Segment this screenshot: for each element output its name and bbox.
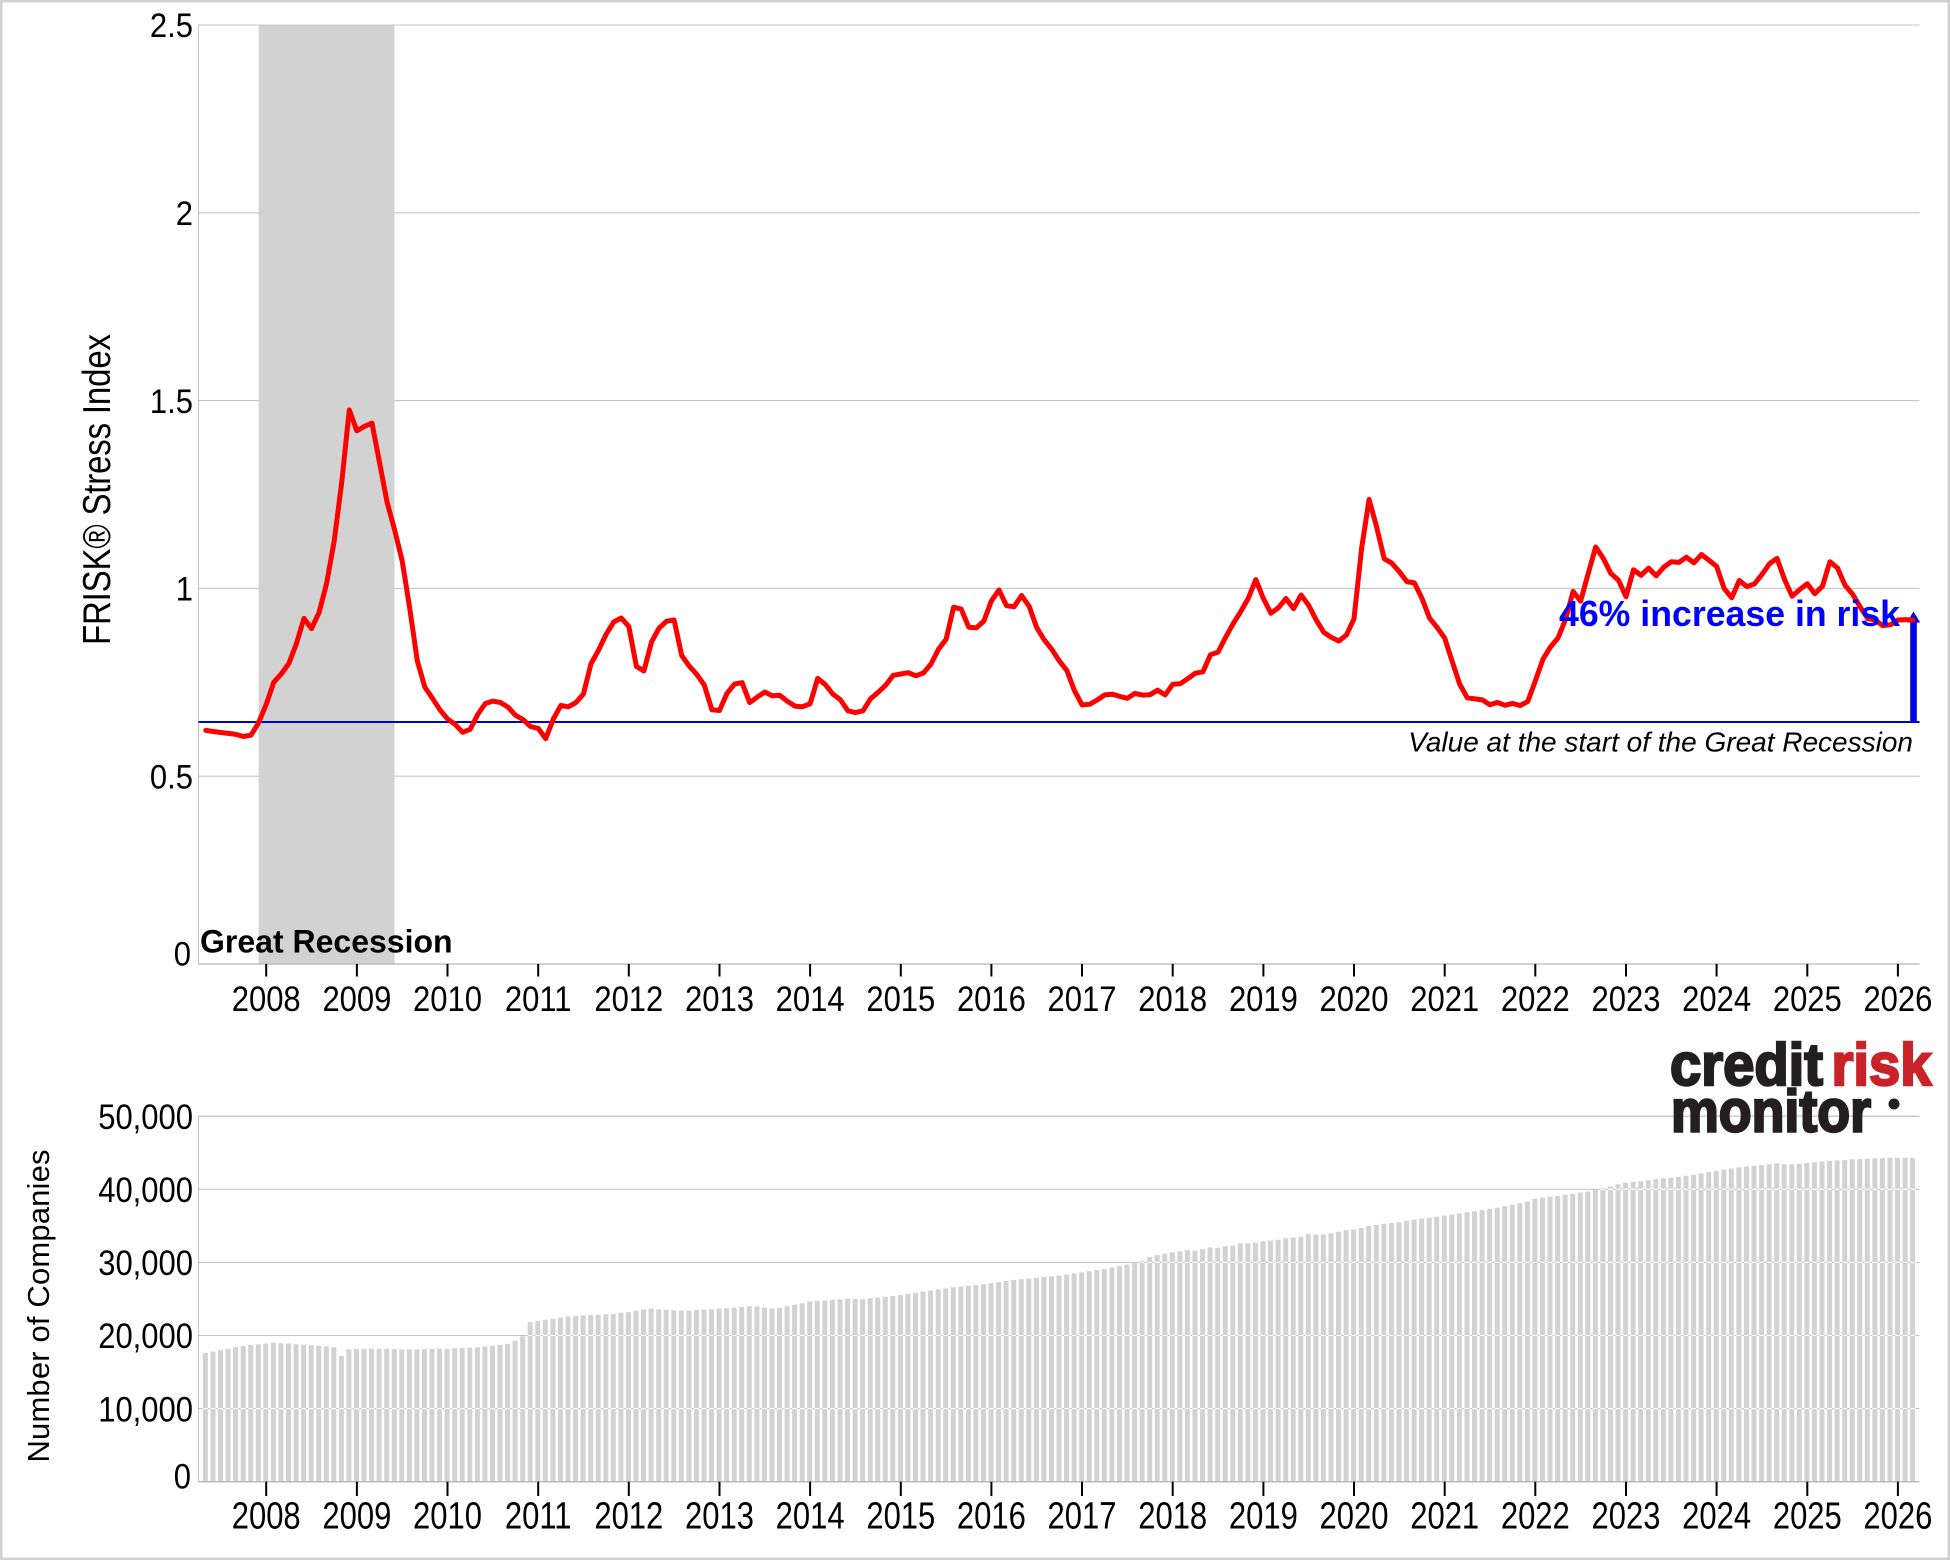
svg-text:2019: 2019 [1229,980,1298,1019]
svg-text:2.5: 2.5 [150,6,193,45]
svg-text:2023: 2023 [1592,980,1661,1019]
svg-text:46% increase in risk: 46% increase in risk [1559,593,1901,634]
svg-text:Number of Companies: Number of Companies [21,1150,56,1463]
svg-text:1: 1 [176,569,193,608]
svg-text:2013: 2013 [685,980,754,1019]
svg-text:2019: 2019 [1229,1494,1298,1537]
svg-text:2008: 2008 [232,1494,301,1537]
svg-text:2023: 2023 [1592,1494,1661,1537]
svg-text:2022: 2022 [1501,980,1570,1019]
svg-text:2021: 2021 [1410,1494,1479,1537]
svg-text:2022: 2022 [1501,1494,1570,1537]
svg-text:50,000: 50,000 [98,1098,193,1137]
svg-text:Great Recession: Great Recession [200,924,453,960]
svg-text:2026: 2026 [1863,980,1932,1019]
svg-text:0.5: 0.5 [150,757,193,796]
svg-text:2012: 2012 [594,980,663,1019]
svg-text:2026: 2026 [1863,1494,1932,1537]
svg-text:2024: 2024 [1682,1494,1751,1537]
svg-text:2012: 2012 [594,1494,663,1537]
svg-text:2021: 2021 [1410,980,1479,1019]
svg-text:2009: 2009 [322,980,391,1019]
svg-text:2025: 2025 [1773,980,1842,1019]
svg-text:0: 0 [174,934,191,973]
svg-text:2010: 2010 [413,1494,482,1537]
svg-text:2015: 2015 [866,1494,935,1537]
svg-text:credit: credit [1670,1033,1823,1099]
svg-text:2014: 2014 [776,1494,845,1537]
svg-text:2018: 2018 [1138,1494,1207,1537]
svg-text:2020: 2020 [1320,980,1389,1019]
svg-text:2011: 2011 [505,1494,572,1537]
svg-text:2020: 2020 [1320,1494,1389,1537]
svg-text:2015: 2015 [866,980,935,1019]
svg-text:2025: 2025 [1773,1494,1842,1537]
svg-text:2024: 2024 [1682,980,1751,1019]
svg-text:2008: 2008 [232,980,301,1019]
svg-text:risk: risk [1832,1033,1932,1099]
svg-text:2010: 2010 [413,980,482,1019]
svg-text:2016: 2016 [957,980,1026,1019]
svg-text:2017: 2017 [1048,1494,1117,1537]
svg-text:1.5: 1.5 [150,381,193,420]
svg-text:10,000: 10,000 [98,1390,193,1429]
svg-text:2: 2 [176,193,193,232]
svg-text:40,000: 40,000 [98,1171,193,1210]
svg-text:Value at the start of the Grea: Value at the start of the Great Recessio… [1408,727,1913,758]
svg-text:2018: 2018 [1138,980,1207,1019]
svg-text:2017: 2017 [1048,980,1117,1019]
svg-text:2011: 2011 [505,980,572,1019]
svg-text:20,000: 20,000 [98,1317,193,1356]
svg-text:2013: 2013 [685,1494,754,1537]
svg-text:FRISK® Stress Index: FRISK® Stress Index [75,334,119,645]
svg-text:2014: 2014 [776,980,845,1019]
svg-text:30,000: 30,000 [98,1244,193,1283]
svg-text:2016: 2016 [957,1494,1026,1537]
svg-text:0: 0 [174,1457,191,1496]
svg-text:monitor: monitor [1671,1079,1871,1145]
svg-text:2009: 2009 [322,1494,391,1537]
